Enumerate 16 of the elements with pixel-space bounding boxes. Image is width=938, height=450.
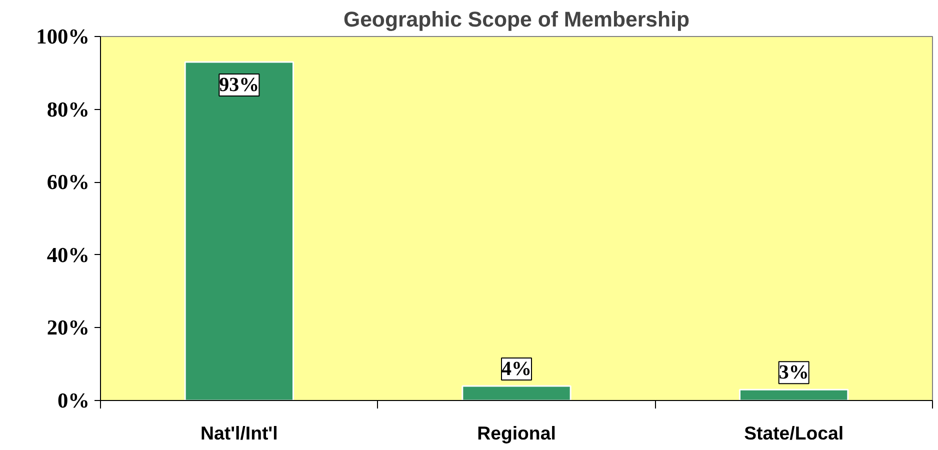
- data-label: 4%: [502, 358, 532, 380]
- data-label: 93%: [219, 74, 260, 96]
- y-tick-label: 80%: [46, 97, 90, 122]
- data-label: 3%: [778, 362, 809, 384]
- x-tick-label: State/Local: [744, 422, 844, 444]
- y-tick-label: 60%: [46, 170, 90, 194]
- x-tick-label: Nat'l/Int'l: [200, 422, 278, 444]
- x-tick-label: Regional: [477, 422, 556, 444]
- y-tick-label: 20%: [46, 316, 90, 340]
- y-tick-label: 40%: [46, 242, 90, 267]
- bar: [739, 388, 849, 400]
- y-tick-label: 100%: [36, 24, 90, 48]
- bar: [462, 385, 572, 400]
- y-tick-label: 0%: [58, 388, 90, 412]
- bar: [184, 61, 294, 400]
- chart-title: Geographic Scope of Membership: [343, 8, 690, 32]
